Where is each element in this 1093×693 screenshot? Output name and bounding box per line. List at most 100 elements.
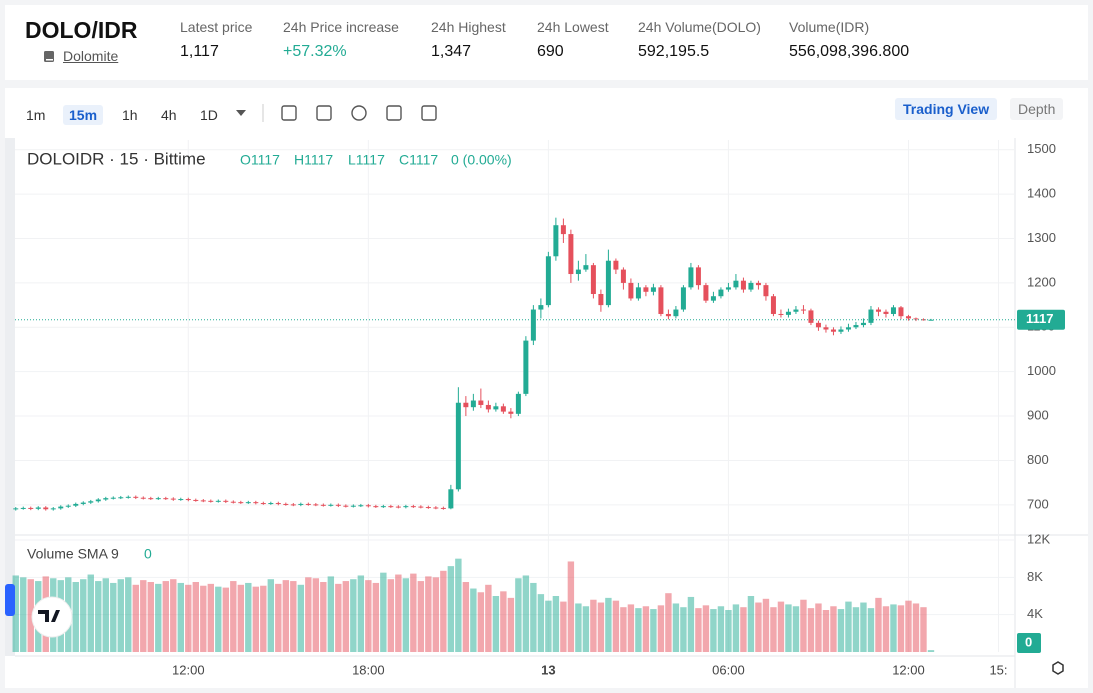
volume-bar [80, 579, 87, 652]
volume-bar [627, 604, 635, 652]
candle-body [845, 327, 851, 330]
stat: 24h Volume(DOLO) 592,195.5 [638, 19, 761, 61]
volume-bar [305, 577, 312, 652]
view-button[interactable]: Trading View [895, 98, 998, 120]
candle-body [395, 506, 401, 508]
volume-bar [507, 597, 515, 652]
book-icon [44, 51, 54, 62]
y-tick-label: 1200 [1027, 274, 1056, 289]
candle-body [178, 499, 184, 501]
volume-bar [800, 599, 807, 652]
candle-body [425, 507, 431, 509]
volume-bar [140, 580, 147, 652]
tool-icon[interactable] [351, 105, 367, 121]
candle-body [230, 501, 236, 503]
candle-body [673, 309, 679, 317]
ohlc-legend: H1117 [294, 152, 333, 168]
volume-bar [852, 607, 860, 652]
volume-bar [530, 582, 537, 652]
volume-bar [462, 582, 470, 652]
stat-label: 24h Volume(DOLO) [638, 19, 761, 35]
side-tab[interactable] [5, 584, 15, 616]
settings-icon[interactable] [1052, 661, 1064, 675]
candle-body [860, 322, 866, 326]
candle-body [208, 500, 214, 502]
volume-bar [695, 608, 702, 652]
volume-bar [755, 602, 762, 652]
y-tick-label: 800 [1027, 452, 1049, 467]
candle-body [748, 282, 754, 290]
volume-bar [260, 585, 267, 652]
tool-icon[interactable] [386, 105, 402, 121]
candle-body [590, 265, 596, 295]
candle-body [710, 296, 716, 301]
volume-bar [20, 577, 27, 652]
stat-value: +57.32% [283, 43, 347, 60]
candle-body [808, 310, 814, 323]
volume-bar [515, 578, 522, 652]
interval-button[interactable]: 1h [122, 107, 138, 123]
tool-icon[interactable] [316, 105, 332, 121]
stat: 24h Price increase +57.32% [283, 19, 399, 61]
candle-body [890, 307, 896, 314]
interval-button[interactable]: 1D [200, 107, 218, 123]
candle-body [88, 501, 94, 503]
volume-legend: Volume SMA 9 [27, 546, 119, 562]
candle-body [868, 309, 874, 323]
ohlc-legend: L1117 [348, 152, 385, 168]
volume-bar [102, 578, 109, 652]
volume-bar [185, 584, 192, 652]
y-tick-label: 1000 [1027, 363, 1056, 378]
candle-body [508, 411, 514, 414]
volume-bar [537, 594, 545, 652]
candle-body [478, 400, 484, 405]
volume-bar [732, 604, 740, 652]
y2-tick-label: 8K [1027, 569, 1043, 584]
candle-body [65, 505, 71, 507]
token-name[interactable]: Dolomite [63, 48, 119, 64]
interval-button[interactable]: 1m [26, 107, 46, 123]
volume-bar [785, 604, 792, 652]
candle-body [388, 506, 394, 508]
volume-bar [590, 599, 597, 652]
view-button[interactable]: Depth [1010, 98, 1064, 120]
volume-bar [440, 570, 447, 652]
stat: 24h Lowest 690 [537, 19, 609, 61]
candle-body [433, 507, 439, 509]
candle-body [733, 280, 739, 288]
x-tick-label: 12:00 [172, 662, 205, 677]
candle-body [538, 305, 544, 310]
volume-bar [815, 603, 822, 652]
y-tick-label: 1500 [1027, 141, 1056, 156]
volume-bar [747, 596, 755, 652]
candle-body [913, 318, 919, 320]
volume-bar [912, 603, 920, 652]
candle-body [770, 296, 776, 314]
volume-bar [740, 607, 747, 652]
left-strip [5, 138, 15, 656]
volume-bar [327, 576, 335, 652]
volume-bar [125, 577, 132, 652]
stat: 24h Highest 1,347 [431, 19, 506, 61]
candle-body [613, 260, 619, 270]
dropdown-icon[interactable] [236, 110, 246, 116]
candle-body [530, 309, 536, 341]
tool-icon[interactable] [281, 105, 297, 121]
interval-button[interactable]: 4h [161, 107, 177, 123]
ohlc-legend: O1117 [240, 152, 280, 168]
candle-body [740, 280, 746, 290]
volume-bar [12, 575, 19, 652]
volume-bar [237, 584, 245, 652]
candle-body [358, 505, 364, 507]
volume-bar [927, 650, 935, 652]
volume-bar [320, 582, 327, 652]
volume-bar [252, 586, 260, 652]
y2-tick-label: 12K [1027, 531, 1050, 546]
candle-body [485, 404, 491, 410]
interval-button[interactable]: 15m [63, 105, 104, 125]
x-tick-label: 15: [989, 662, 1007, 677]
volume-bar [822, 610, 830, 652]
candle-body [920, 319, 926, 321]
tool-icon[interactable] [421, 105, 437, 121]
candle-body [575, 269, 581, 275]
